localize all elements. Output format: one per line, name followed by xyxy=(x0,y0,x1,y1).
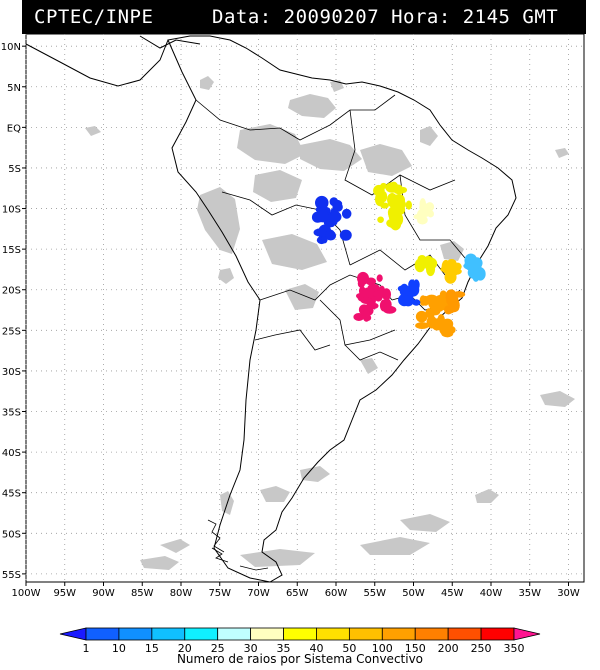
colorbar-swatch xyxy=(316,627,350,641)
colorbar-label: 35 xyxy=(277,642,291,655)
patagonia-islands xyxy=(207,519,269,571)
lat-tick-label: 25S xyxy=(2,326,21,337)
colorbar-swatch xyxy=(184,627,219,641)
colorbar-label: 30 xyxy=(244,642,258,655)
colorbar-max-arrow xyxy=(513,627,541,641)
lon-tick-label: 75W xyxy=(208,588,231,599)
colorbar-label: 25 xyxy=(211,642,225,655)
lat-tick-label: 30S xyxy=(2,367,21,378)
map-header: CPTEC/INPE Data: 20090207 Hora: 2145 GMT xyxy=(22,0,586,34)
lat-tick-label: 10S xyxy=(2,205,21,216)
lon-tick-label: 90W xyxy=(92,588,115,599)
system-minas-east xyxy=(463,253,486,282)
colorbar-label: 150 xyxy=(405,642,426,655)
lon-tick-label: 95W xyxy=(53,588,76,599)
source-label: CPTEC/INPE xyxy=(34,6,154,28)
lat-tick-label: 15S xyxy=(2,245,21,256)
lat-tick-label: 55S xyxy=(2,570,21,581)
convective-systems xyxy=(311,181,486,338)
lon-tick-label: 60W xyxy=(325,588,348,599)
system-goias xyxy=(414,255,438,277)
colorbar-label: 250 xyxy=(471,642,492,655)
system-mato-grosso-west xyxy=(311,195,352,245)
system-para-south xyxy=(373,181,412,231)
colorbar-swatch xyxy=(151,627,186,641)
colorbar-swatch xyxy=(348,627,383,641)
colorbar-swatch xyxy=(447,627,482,641)
cloud-cover xyxy=(85,76,575,570)
system-mato-grosso-sul xyxy=(353,271,397,322)
colorbar-label: 200 xyxy=(438,642,459,655)
colorbar-swatch xyxy=(480,627,515,641)
lat-tick-label: 5S xyxy=(8,164,21,175)
lon-tick-label: 50W xyxy=(402,588,425,599)
central-america-coast xyxy=(26,39,169,87)
colorbar-swatch xyxy=(217,627,252,641)
longitude-labels: 100W 95W 90W 85W 80W 75W 70W 65W 60W 55W 50W 45W 40W… xyxy=(12,582,580,599)
lon-tick-label: 30W xyxy=(557,588,580,599)
lon-tick-label: 40W xyxy=(480,588,503,599)
system-parana-small xyxy=(397,279,421,307)
lon-tick-label: 45W xyxy=(441,588,464,599)
lat-tick-label: 5N xyxy=(7,83,21,94)
lon-tick-label: 70W xyxy=(247,588,270,599)
caribbean-coast xyxy=(139,35,201,49)
colorbar-swatch xyxy=(283,627,317,641)
lat-tick-label: 50S xyxy=(2,529,21,540)
colorbar-label: 1 xyxy=(83,642,90,655)
colorbar-swatch xyxy=(85,627,120,641)
colorbar-label: 40 xyxy=(309,642,323,655)
lon-tick-label: 85W xyxy=(131,588,154,599)
lat-tick-label: 40S xyxy=(2,448,21,459)
lat-tick-label: EQ xyxy=(7,123,21,134)
lon-tick-label: 35W xyxy=(518,588,541,599)
lat-tick-label: 35S xyxy=(2,408,21,419)
colorbar-label: 10 xyxy=(112,642,126,655)
colorbar-min-arrow xyxy=(59,627,87,641)
system-minas-north xyxy=(440,259,462,284)
latitude-labels: 10N 5N EQ 5S 10S 15S 20S 25S 30S 35S 40S 45S 50S 55S xyxy=(1,42,26,581)
system-rio xyxy=(444,289,466,315)
lon-tick-label: 55W xyxy=(363,588,386,599)
lon-tick-label: 80W xyxy=(170,588,193,599)
lon-tick-label: 100W xyxy=(12,588,41,599)
colorbar-swatch xyxy=(414,627,449,641)
colorbar-label: 350 xyxy=(504,642,525,655)
lat-tick-label: 20S xyxy=(2,286,21,297)
colorbar: 1 10 15 20 25 30 35 40 50 100 150 200 250 350 xyxy=(59,627,541,655)
colorbar-label: 50 xyxy=(342,642,356,655)
lon-tick-label: 65W xyxy=(286,588,309,599)
graticule xyxy=(25,34,584,582)
colorbar-swatch xyxy=(381,627,416,641)
south-america-coast xyxy=(167,35,517,582)
system-tocantins xyxy=(413,198,435,225)
datetime-label: Data: 20090207 Hora: 2145 GMT xyxy=(212,6,559,28)
lat-tick-label: 10N xyxy=(1,42,21,53)
coastlines xyxy=(26,35,517,582)
colorbar-swatch xyxy=(250,627,284,641)
colorbar-label: 100 xyxy=(372,642,393,655)
colorbar-label: 15 xyxy=(145,642,159,655)
colorbar-title: Numero de raios por Sistema Convectivo xyxy=(176,652,424,666)
colorbar-label: 20 xyxy=(178,642,192,655)
lat-tick-label: 45S xyxy=(2,489,21,500)
colorbar-swatch xyxy=(118,627,153,641)
